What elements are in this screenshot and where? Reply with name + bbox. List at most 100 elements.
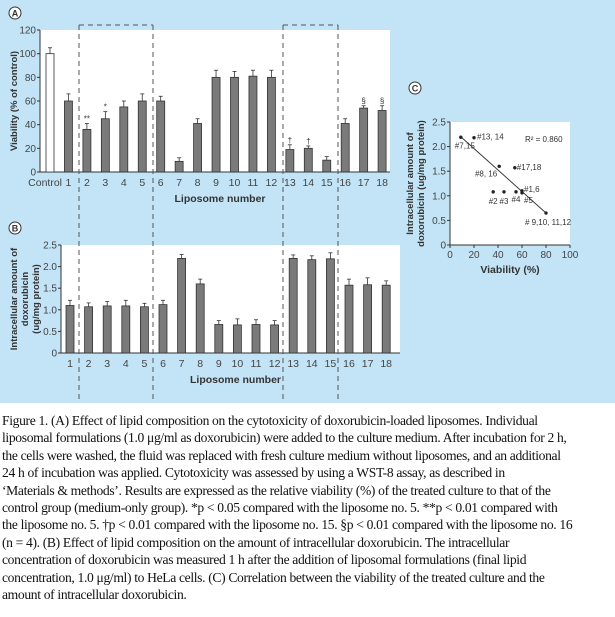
x-tick-label: 18 bbox=[380, 358, 392, 370]
y-tick-label: 2.0 bbox=[43, 262, 57, 273]
x-tick-label: 20 bbox=[468, 250, 480, 261]
x-tick-label: 18 bbox=[376, 177, 388, 189]
x-tick-label: 10 bbox=[229, 177, 241, 189]
r-squared-label: R² = 0.860 bbox=[525, 135, 563, 144]
x-tick-label: 9 bbox=[216, 358, 222, 370]
bar-17 bbox=[359, 107, 369, 173]
significance-mark: § bbox=[380, 97, 384, 106]
y-axis-label: Intracellular amount ofdoxorubicin (ug/m… bbox=[405, 120, 427, 247]
y-tick-label: 1.5 bbox=[43, 284, 57, 295]
bar-6 bbox=[158, 304, 168, 354]
x-tick-label: 12 bbox=[266, 177, 278, 189]
x-axis-label: Viability (%) bbox=[480, 264, 539, 276]
data-point bbox=[502, 190, 506, 194]
y-tick-label: 0.5 bbox=[43, 327, 57, 338]
x-tick-label: 8 bbox=[197, 358, 203, 370]
y-tick-label: 2.5 bbox=[432, 118, 446, 129]
x-tick-label: 6 bbox=[158, 177, 164, 189]
y-axis-label: Intracellular amount ofdoxorubicin(ug/mg… bbox=[9, 247, 42, 350]
caption-line: concentration of doxorubicin was measure… bbox=[2, 552, 527, 568]
y-axis-label-line: (ug/mg protein) bbox=[31, 264, 42, 334]
caption-line: the liposome no. 5. †p < 0.01 compared w… bbox=[2, 517, 573, 533]
y-tick-label: 0 bbox=[51, 349, 57, 360]
y-tick-label: 100 bbox=[19, 49, 36, 60]
bar-14 bbox=[303, 147, 313, 173]
data-point bbox=[544, 211, 548, 215]
bar-15 bbox=[322, 159, 332, 173]
x-tick-label: 17 bbox=[362, 358, 374, 370]
point-label: #13, 14 bbox=[477, 133, 504, 142]
x-tick-label: 100 bbox=[562, 250, 579, 261]
x-axis-label: Liposome number bbox=[190, 374, 281, 386]
bar-10 bbox=[230, 76, 239, 173]
panel-label-C: C bbox=[412, 84, 419, 94]
bar-1 bbox=[64, 100, 73, 173]
data-point bbox=[514, 190, 518, 194]
x-tick-label: 0 bbox=[447, 250, 453, 261]
bar-4 bbox=[119, 106, 129, 173]
bar-5 bbox=[139, 306, 149, 354]
significance-mark: † bbox=[288, 136, 292, 145]
bar-18 bbox=[381, 284, 391, 354]
y-tick-label: 1.0 bbox=[43, 305, 57, 316]
y-tick-label: 20 bbox=[25, 144, 37, 155]
bar-2 bbox=[82, 128, 92, 173]
panel-label-circle bbox=[8, 221, 22, 235]
y-tick-label: 2.5 bbox=[43, 241, 57, 252]
data-point bbox=[520, 191, 524, 195]
bar-7 bbox=[174, 160, 184, 173]
x-tick-label: 3 bbox=[102, 177, 108, 189]
x-tick-label: 2 bbox=[84, 177, 90, 189]
x-axis-label: Liposome number bbox=[174, 193, 265, 205]
significance-mark: † bbox=[306, 137, 310, 146]
bar-14 bbox=[307, 259, 317, 354]
x-tick-label: 3 bbox=[104, 358, 110, 370]
x-tick-label: 14 bbox=[302, 177, 314, 189]
bar-18 bbox=[377, 110, 387, 173]
bar-6 bbox=[156, 100, 166, 173]
x-tick-label: 11 bbox=[251, 358, 262, 370]
x-tick-label: 4 bbox=[121, 177, 127, 189]
regression-line bbox=[460, 136, 547, 214]
x-tick-label: 16 bbox=[343, 358, 355, 370]
caption-line: concentration, 1.0 μg/ml) to HeLa cells.… bbox=[2, 569, 545, 585]
point-label: #1,6 bbox=[524, 185, 540, 194]
x-tick-label: 13 bbox=[287, 358, 299, 370]
data-point bbox=[491, 190, 495, 194]
x-tick-label: 7 bbox=[176, 177, 182, 189]
point-label: #7,15 bbox=[455, 141, 476, 150]
bar-9 bbox=[211, 76, 221, 173]
x-tick-label: 60 bbox=[516, 250, 528, 261]
point-label: #5 bbox=[524, 196, 533, 205]
bar-12 bbox=[266, 76, 276, 173]
y-tick-label: 1.0 bbox=[432, 191, 446, 202]
y-tick-label: 1.5 bbox=[432, 167, 446, 178]
x-tick-label: 12 bbox=[269, 358, 281, 370]
data-point bbox=[497, 164, 501, 168]
caption-line: the cells were washed, the fluid was rep… bbox=[2, 447, 561, 463]
caption-line: liposomal formulations (1.0 μg/ml as dox… bbox=[2, 430, 567, 446]
y-tick-label: 120 bbox=[19, 26, 36, 37]
x-tick-label: Control bbox=[28, 177, 62, 189]
caption-line: (n = 4). (B) Effect of lipid composition… bbox=[2, 534, 510, 550]
y-axis-label: Viability (% of control) bbox=[9, 51, 20, 151]
caption-line: amount of intracellular doxorubicin. bbox=[2, 587, 187, 603]
bar-3 bbox=[100, 118, 110, 173]
y-tick-label: 2.0 bbox=[432, 142, 446, 153]
plot-area bbox=[61, 245, 400, 353]
y-axis-label-line: doxorubicin (ug/mg protein) bbox=[416, 120, 427, 247]
y-tick-label: 0 bbox=[440, 241, 446, 252]
y-axis-label-line: Viability (% of control) bbox=[9, 51, 20, 151]
caption-line: ‘Materials & methods’. Results are expre… bbox=[2, 482, 551, 498]
panel-label-B: B bbox=[12, 224, 19, 234]
y-tick-label: 60 bbox=[25, 97, 37, 108]
bar-12 bbox=[270, 324, 280, 354]
bar-2 bbox=[84, 306, 93, 354]
x-tick-label: 9 bbox=[213, 177, 219, 189]
x-tick-label: 7 bbox=[179, 358, 185, 370]
panel-label-circle bbox=[8, 6, 22, 20]
x-tick-label: 1 bbox=[66, 177, 72, 189]
x-tick-label: 11 bbox=[247, 177, 258, 189]
y-tick-label: 40 bbox=[25, 120, 37, 131]
